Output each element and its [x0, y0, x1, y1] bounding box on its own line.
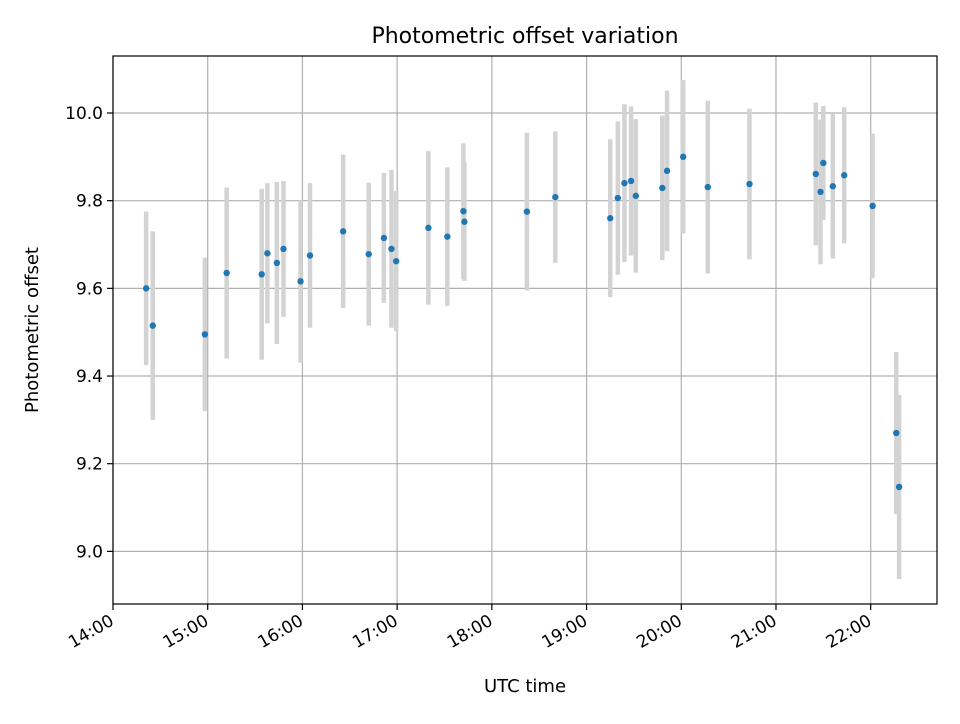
y-tick-label: 9.0	[76, 542, 103, 562]
data-point	[297, 278, 304, 285]
x-tick-label: 15:00	[160, 611, 212, 653]
data-point	[893, 429, 900, 437]
data-point	[392, 257, 400, 265]
y-axis-label: Photometric offset	[22, 247, 43, 413]
error-bars	[143, 80, 902, 580]
data-points	[142, 153, 903, 491]
y-tick-label: 9.6	[76, 279, 103, 299]
x-tick-label: 16:00	[254, 611, 306, 653]
y-tick-label: 9.8	[76, 192, 103, 212]
data-point	[523, 208, 531, 215]
data-point	[627, 177, 635, 185]
data-point	[460, 207, 467, 215]
data-point	[142, 285, 150, 292]
data-point	[659, 184, 666, 192]
data-point	[840, 172, 848, 179]
data-point	[663, 167, 671, 175]
data-point	[679, 153, 687, 161]
data-point	[632, 192, 640, 200]
x-tick-label: 14:00	[65, 611, 117, 653]
data-point	[365, 250, 372, 258]
data-point	[621, 179, 628, 187]
data-point	[258, 271, 265, 278]
data-point	[552, 193, 559, 201]
data-point	[820, 159, 827, 167]
data-point	[461, 218, 468, 225]
data-point	[869, 202, 876, 210]
data-point	[829, 183, 837, 190]
data-point	[812, 170, 819, 178]
data-point	[149, 322, 156, 329]
data-point	[614, 194, 622, 202]
data-point	[607, 215, 614, 222]
x-tick-label: 20:00	[633, 611, 685, 653]
x-axis: 14:00 15:00 16:00 17:00 18:00 19:00 20:00 21:00…	[65, 604, 875, 653]
x-tick-label: 19:00	[539, 611, 591, 653]
data-point	[201, 331, 209, 338]
data-point	[817, 188, 824, 196]
data-point	[264, 250, 271, 257]
x-axis-label: UTC time	[484, 676, 566, 697]
data-point	[895, 483, 903, 491]
y-tick-label: 10.0	[65, 104, 103, 124]
data-point	[425, 224, 432, 232]
data-point	[223, 269, 230, 277]
y-tick-label: 9.4	[76, 367, 103, 387]
data-point	[280, 245, 287, 253]
x-tick-label: 18:00	[444, 611, 496, 653]
y-axis: 9.0 9.2 9.4 9.6 9.8 10.0	[65, 104, 113, 562]
data-point	[306, 252, 314, 259]
data-point	[746, 180, 753, 188]
data-point	[273, 259, 281, 267]
data-point	[380, 234, 388, 242]
data-point	[444, 233, 451, 240]
plot-frame	[112, 55, 938, 605]
y-tick-label: 9.2	[76, 455, 103, 475]
x-tick-label: 22:00	[823, 611, 875, 653]
chart-title: Photometric offset variation	[371, 24, 678, 49]
data-point	[388, 245, 395, 253]
x-tick-label: 21:00	[728, 611, 780, 653]
x-tick-label: 17:00	[349, 611, 401, 653]
data-point	[704, 183, 711, 191]
data-point	[339, 228, 347, 235]
